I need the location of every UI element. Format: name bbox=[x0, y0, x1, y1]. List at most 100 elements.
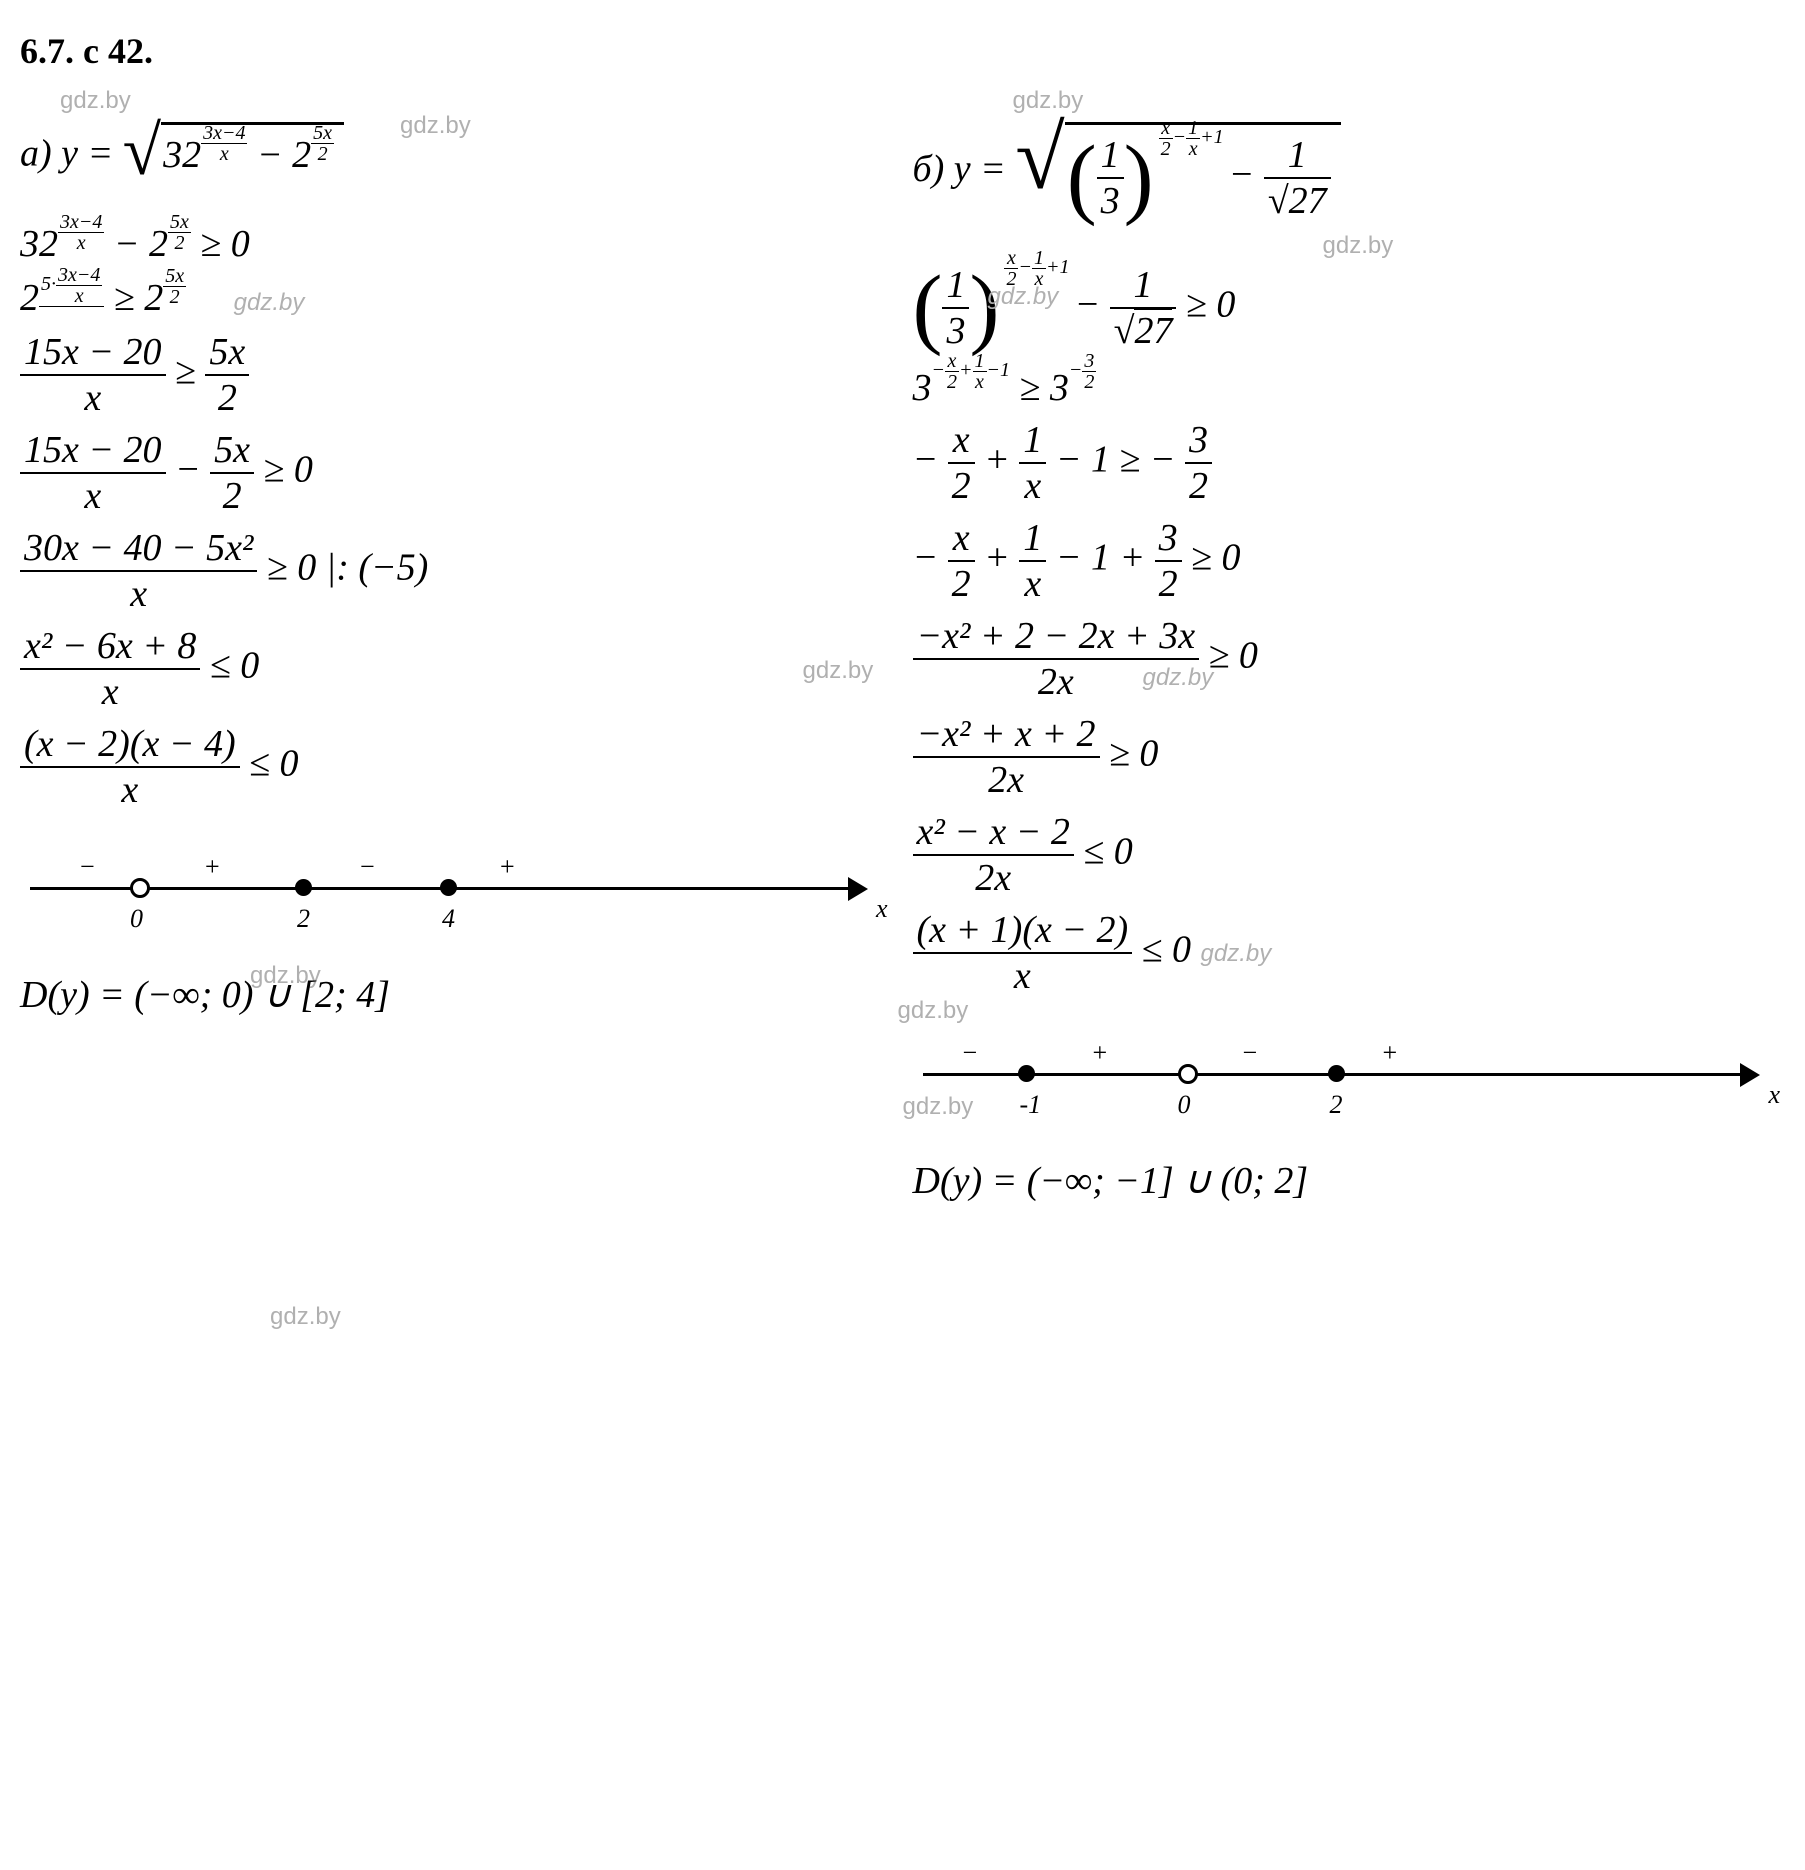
minus: − 2 bbox=[257, 134, 311, 176]
exercise-header: 6.7. с 42. bbox=[20, 30, 1785, 72]
t: 5x bbox=[163, 266, 186, 287]
base1: 32 bbox=[163, 134, 201, 176]
nl-sign: + bbox=[1383, 1038, 1398, 1068]
step-a5: 30x − 40 − 5x²x ≥ 0 |: (−5) bbox=[20, 526, 893, 616]
t: x bbox=[20, 670, 200, 714]
step-b8: (x + 1)(x − 2)x ≤ 0 gdz.by bbox=[913, 908, 1786, 998]
t: 2 bbox=[1155, 562, 1182, 606]
nl-sign: + bbox=[1093, 1038, 1108, 1068]
t: x bbox=[20, 474, 166, 518]
t: 27 bbox=[1134, 308, 1172, 352]
t: 15x − 20 bbox=[20, 330, 166, 376]
t: 32 bbox=[20, 223, 58, 265]
number-line-a: x −+−+024 bbox=[20, 832, 893, 952]
nl-sign: − bbox=[1243, 1038, 1258, 1068]
t: 1 bbox=[1186, 118, 1200, 139]
t: 2 bbox=[163, 287, 186, 307]
t: − bbox=[913, 536, 939, 578]
t: 2 bbox=[20, 277, 39, 319]
t: ≥ 0 bbox=[1109, 732, 1158, 774]
nl-point bbox=[1328, 1065, 1345, 1082]
t: x bbox=[945, 351, 959, 372]
t: 2x bbox=[913, 758, 1100, 802]
t: x bbox=[1004, 248, 1018, 269]
t: ≤ 0 bbox=[1142, 928, 1191, 970]
t: 3 bbox=[1185, 418, 1212, 464]
step-b4: − x2 + 1x − 1 + 32 ≥ 0 bbox=[913, 516, 1786, 606]
t: ≥ 0 bbox=[1186, 284, 1235, 326]
step-b1: (13) x2−1x+1 − 1√27 ≥ 0 gdz.by bbox=[913, 263, 1786, 353]
axis-x: x bbox=[876, 894, 888, 924]
nl-sign: − bbox=[80, 852, 95, 882]
t: x bbox=[56, 286, 102, 306]
t: 30x − 40 − 5x² bbox=[20, 526, 257, 572]
t: ≥ 0 bbox=[1191, 536, 1240, 578]
step-a3: 15x − 20x ≥ 5x2 bbox=[20, 330, 893, 420]
t: x bbox=[973, 372, 987, 392]
t: − bbox=[1229, 154, 1264, 196]
t: − 1 ≥ − bbox=[1056, 438, 1185, 480]
t: 2 bbox=[210, 474, 254, 518]
nl-sign: + bbox=[205, 852, 220, 882]
label-a: а) bbox=[20, 133, 52, 175]
t: x² − 6x + 8 bbox=[20, 624, 200, 670]
exp2d: 2 bbox=[311, 144, 334, 164]
t: + bbox=[984, 438, 1019, 480]
t: +1 bbox=[1200, 126, 1224, 148]
t: 5· bbox=[41, 273, 56, 295]
t: 2 bbox=[1185, 464, 1212, 508]
t: ≥ 0 bbox=[1209, 634, 1258, 676]
t: 1 bbox=[1019, 516, 1046, 562]
t: x bbox=[58, 233, 104, 253]
watermark: gdz.by bbox=[60, 87, 131, 115]
t: 2 bbox=[168, 233, 191, 253]
exp1n: 3x−4 bbox=[201, 123, 247, 144]
t: 2x bbox=[913, 856, 1074, 900]
step-a2: 25·3x−4x ≥ 25x2 gdz.by bbox=[20, 276, 893, 322]
step-b2: 3−x2+1x−1 ≥ 3−32 bbox=[913, 361, 1786, 410]
t: x bbox=[20, 768, 240, 812]
t: 2 bbox=[945, 372, 959, 392]
step-b5: −x² + 2 − 2x + 3x2x ≥ 0 gdz.by bbox=[913, 614, 1786, 704]
t: 1 bbox=[1032, 248, 1046, 269]
nl-label: 2 bbox=[1330, 1090, 1343, 1120]
watermark: gdz.by bbox=[903, 1093, 974, 1121]
watermark: gdz.by bbox=[1143, 664, 1214, 692]
t: −1 bbox=[987, 359, 1011, 381]
answer-b: D(y) = (−∞; −1] ∪ (0; 2] bbox=[913, 1158, 1786, 1203]
watermark: gdz.by bbox=[1323, 232, 1394, 260]
t: ≥ 3 bbox=[1020, 367, 1069, 409]
step-b3: − x2 + 1x − 1 ≥ − 32 bbox=[913, 418, 1786, 508]
t: 1 bbox=[1110, 263, 1177, 309]
t: ≥ 0 bbox=[191, 223, 250, 265]
t: −x² + 2 − 2x + 3x bbox=[913, 614, 1200, 660]
t: − bbox=[175, 449, 210, 491]
t: x bbox=[1186, 139, 1200, 159]
watermark: gdz.by bbox=[234, 289, 305, 317]
t: ≤ 0 bbox=[249, 743, 298, 785]
t: x bbox=[20, 376, 166, 420]
t: 3 bbox=[1155, 516, 1182, 562]
t: 3x−4 bbox=[56, 265, 102, 286]
t: 3 bbox=[1082, 351, 1096, 372]
t: + bbox=[984, 536, 1019, 578]
t: x bbox=[948, 418, 975, 464]
t: 2 bbox=[1082, 372, 1096, 392]
t: x bbox=[948, 516, 975, 562]
column-a: gdz.by gdz.by а) y = √ 323x−4x − 25x2 32… bbox=[20, 102, 893, 1211]
nl-label: 0 bbox=[1178, 1090, 1191, 1120]
t: (x − 2)(x − 4) bbox=[20, 722, 240, 768]
y-eq: y = bbox=[954, 148, 1006, 190]
nl-sign: + bbox=[500, 852, 515, 882]
nl-point bbox=[440, 879, 457, 896]
t: 1 bbox=[942, 263, 969, 309]
t: x bbox=[1019, 464, 1046, 508]
two-columns: gdz.by gdz.by а) y = √ 323x−4x − 25x2 32… bbox=[20, 102, 1785, 1211]
t: 3x−4 bbox=[58, 212, 104, 233]
t: −x² + x + 2 bbox=[913, 712, 1100, 758]
sqrt: √ 323x−4x − 25x2 bbox=[123, 122, 344, 192]
t: 5x bbox=[210, 428, 254, 474]
t: 3 bbox=[913, 367, 932, 409]
nl-label: -1 bbox=[1020, 1090, 1042, 1120]
nl-point bbox=[1178, 1064, 1198, 1084]
